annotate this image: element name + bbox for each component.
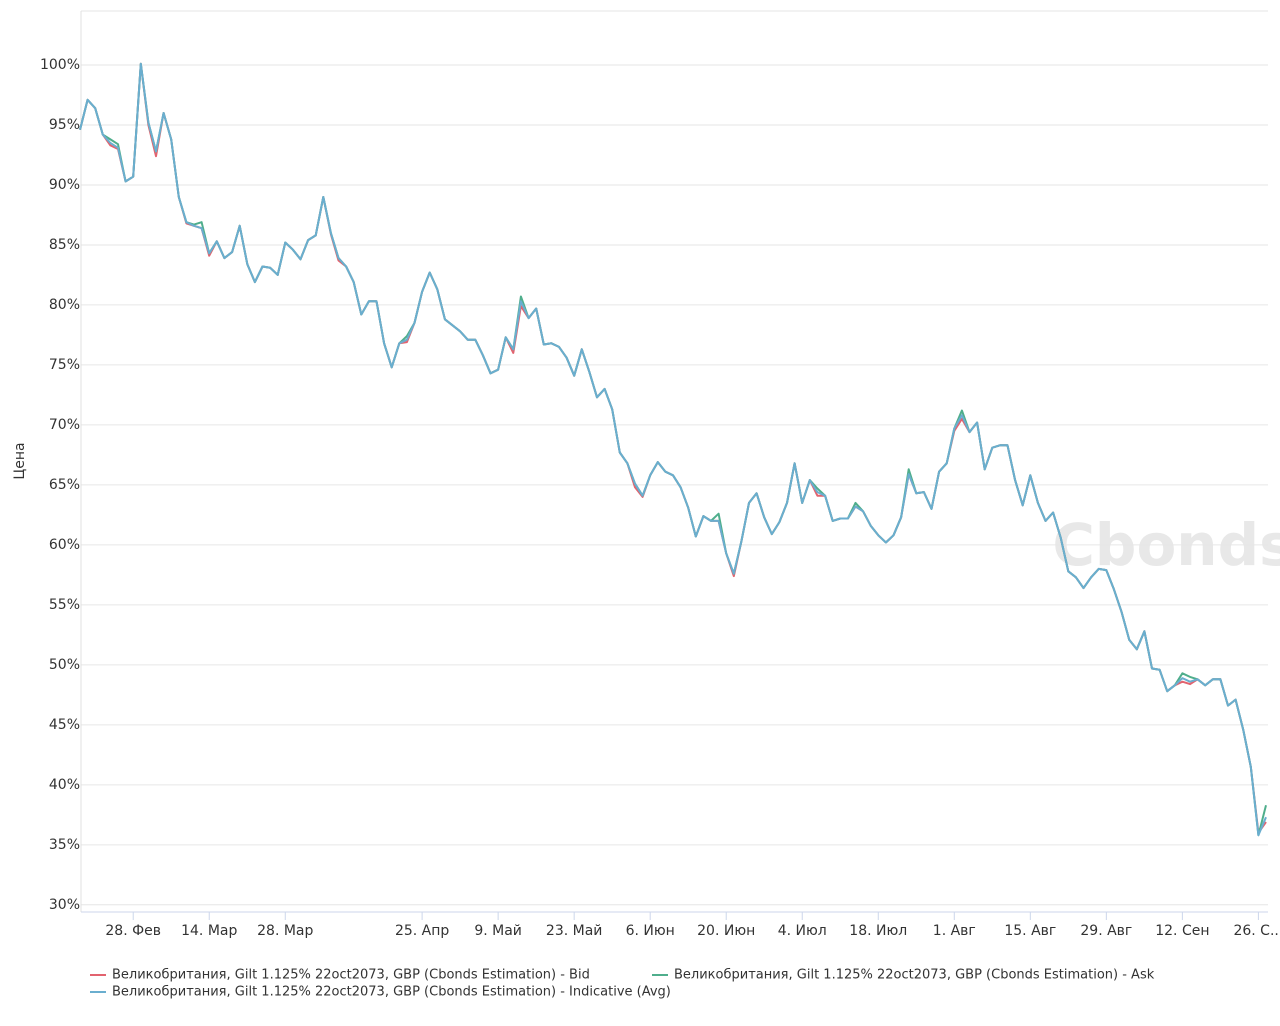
x-tick-label: 15. Авг <box>1004 923 1056 939</box>
x-tick-label: 18. Июл <box>849 923 907 939</box>
series-line <box>79 62 1267 834</box>
x-tick-label: 6. Июн <box>626 923 675 939</box>
x-tick-label: 28. Фев <box>105 923 161 939</box>
y-tick-label: 75% <box>49 357 80 373</box>
y-tick-label: 30% <box>49 897 80 913</box>
y-tick-label: 70% <box>49 417 80 433</box>
y-tick-label: 45% <box>49 717 80 733</box>
y-tick-label: 55% <box>49 597 80 613</box>
x-tick-label: 23. Май <box>546 923 602 939</box>
legend-label: Великобритания, Gilt 1.125% 22oct2073, G… <box>112 968 590 983</box>
y-tick-label: 35% <box>49 837 80 853</box>
x-tick-label: 25. Апр <box>395 923 449 939</box>
x-tick-label: 1. Авг <box>933 923 976 939</box>
y-tick-label: 40% <box>49 777 80 793</box>
legend-label: Великобритания, Gilt 1.125% 22oct2073, G… <box>112 985 671 1000</box>
x-tick-label: 9. Май <box>474 923 522 939</box>
y-tick-label: 65% <box>49 477 80 493</box>
x-tick-label: 4. Июл <box>778 923 827 939</box>
y-tick-label: 80% <box>49 297 80 313</box>
x-tick-label: 28. Мар <box>257 923 313 939</box>
x-tick-label: 26. С... <box>1233 923 1280 939</box>
x-tick-label: 29. Авг <box>1080 923 1132 939</box>
series-line <box>79 62 1267 837</box>
y-tick-label: 100% <box>40 57 80 73</box>
x-tick-label: 20. Июн <box>697 923 755 939</box>
y-tick-label: 95% <box>49 117 80 133</box>
y-tick-label: 85% <box>49 237 80 253</box>
y-tick-label: 60% <box>49 537 80 553</box>
x-tick-label: 12. Сен <box>1155 923 1209 939</box>
legend-label: Великобритания, Gilt 1.125% 22oct2073, G… <box>674 968 1155 983</box>
y-tick-label: 50% <box>49 657 80 673</box>
y-axis-label: Цена <box>12 442 28 479</box>
y-tick-label: 90% <box>49 177 80 193</box>
series-line <box>79 62 1267 837</box>
x-tick-label: 14. Мар <box>181 923 237 939</box>
